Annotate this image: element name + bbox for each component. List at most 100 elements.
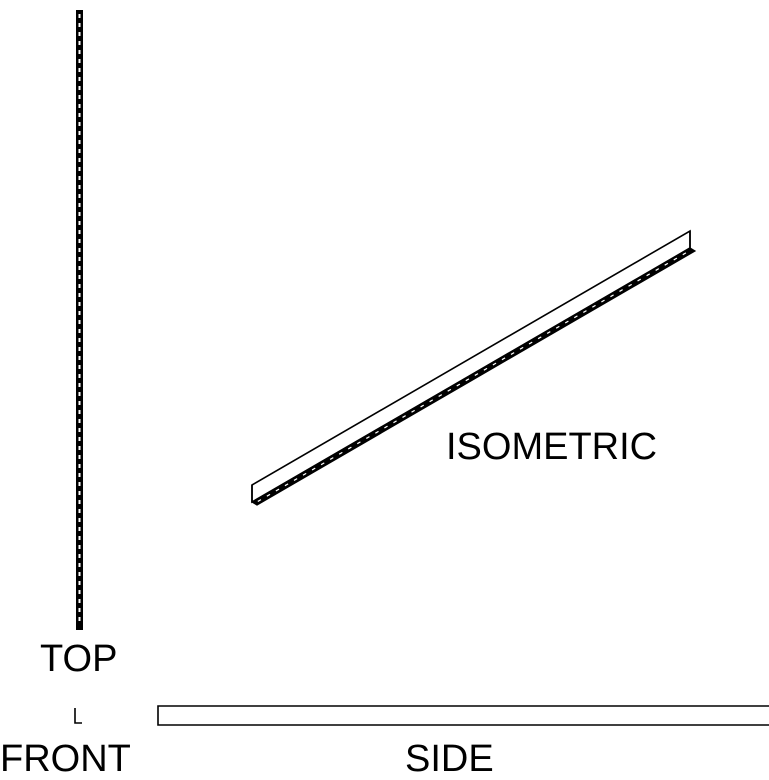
top-slot [78, 257, 81, 261]
top-slot [78, 185, 81, 189]
isometric-slot [546, 331, 551, 334]
top-view-slot-pattern [78, 14, 81, 621]
front-view-profile [74, 708, 82, 724]
top-slot [78, 284, 81, 288]
top-slot [78, 221, 81, 225]
isometric-slot [465, 378, 470, 382]
top-slot [78, 131, 81, 135]
top-slot [78, 311, 81, 315]
top-slot [78, 365, 81, 369]
isometric-slot [402, 415, 406, 418]
top-slot [78, 455, 81, 459]
top-slot [78, 419, 81, 423]
top-view-rail [76, 10, 83, 630]
isometric-slot [610, 294, 614, 298]
isometric-slot [293, 478, 298, 481]
isometric-slot [592, 304, 596, 308]
top-slot [78, 401, 81, 405]
top-slot [78, 212, 81, 216]
isometric-slot [664, 262, 669, 266]
top-slot [78, 491, 81, 495]
top-slot [78, 266, 81, 270]
top-slot [78, 320, 81, 324]
top-slot [78, 383, 81, 387]
top-slot [78, 572, 81, 576]
isometric-slot [519, 346, 524, 350]
isometric-view-rail [250, 229, 697, 506]
side-view-rail [157, 705, 769, 726]
top-slot [78, 302, 81, 306]
top-slot [78, 32, 81, 36]
top-slot [78, 104, 81, 108]
isometric-slot [564, 320, 569, 324]
isometric-slot [537, 336, 542, 340]
top-slot [78, 374, 81, 378]
isometric-slot [356, 441, 361, 445]
isometric-slot [637, 278, 642, 282]
top-slot [78, 59, 81, 63]
isometric-slot [438, 394, 443, 397]
top-slot [78, 392, 81, 396]
isometric-slot [375, 430, 379, 434]
top-slot [78, 473, 81, 477]
top-slot [78, 554, 81, 558]
isometric-slot [366, 436, 370, 439]
top-slot [78, 149, 81, 153]
top-slot [78, 347, 81, 351]
isometric-slot [646, 273, 651, 277]
isometric-slot [483, 367, 488, 371]
top-slot [78, 410, 81, 414]
isometric-slot [673, 257, 678, 261]
isometric-slot [601, 299, 605, 303]
isometric-slot [555, 325, 560, 329]
isometric-slot [384, 425, 388, 429]
front-view-label: FRONT [0, 738, 131, 780]
isometric-slot-pattern [257, 252, 687, 502]
top-slot [78, 500, 81, 504]
isometric-slot [573, 315, 578, 319]
top-slot [78, 356, 81, 360]
top-slot [78, 167, 81, 171]
top-slot [78, 545, 81, 549]
top-slot [78, 176, 81, 180]
top-slot [78, 536, 81, 540]
top-slot [78, 203, 81, 207]
isometric-slot [420, 404, 425, 408]
top-slot [78, 230, 81, 234]
top-slot [78, 41, 81, 45]
top-slot [78, 86, 81, 90]
isometric-slot [583, 310, 587, 313]
top-slot [78, 617, 81, 621]
top-slot [78, 482, 81, 486]
top-slot [78, 140, 81, 144]
top-slot [78, 563, 81, 567]
top-slot [78, 446, 81, 450]
top-slot [78, 68, 81, 72]
top-slot [78, 194, 81, 198]
top-slot [78, 527, 81, 531]
top-slot [78, 113, 81, 117]
top-slot [78, 329, 81, 333]
isometric-slot [682, 252, 687, 256]
isometric-slot [257, 499, 262, 502]
top-slot [78, 77, 81, 81]
top-slot [78, 608, 81, 612]
top-slot [78, 158, 81, 162]
top-slot [78, 437, 81, 441]
top-slot [78, 464, 81, 468]
top-slot [78, 122, 81, 126]
top-slot [78, 275, 81, 279]
isometric-slot [329, 457, 334, 460]
top-slot [78, 239, 81, 243]
top-slot [78, 293, 81, 297]
isometric-slot [302, 472, 307, 476]
isometric-slot [510, 352, 515, 355]
top-slot [78, 95, 81, 99]
isometric-slot [492, 362, 497, 366]
top-view-label: TOP [40, 638, 118, 680]
isometric-slot [347, 446, 352, 450]
isometric-view-label: ISOMETRIC [446, 426, 658, 468]
isometric-slot [411, 409, 415, 413]
isometric-slot [266, 493, 271, 497]
top-slot [78, 509, 81, 513]
